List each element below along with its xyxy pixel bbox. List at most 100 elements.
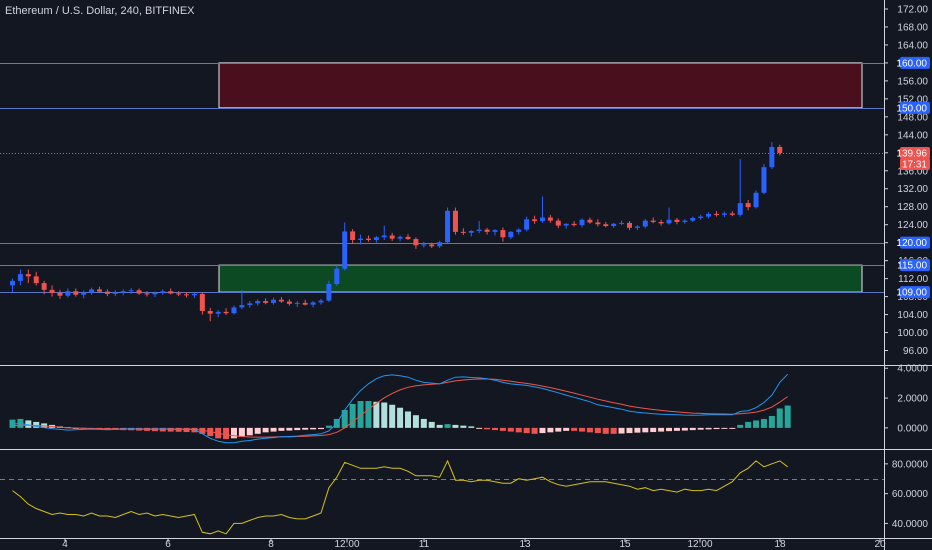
candle-body xyxy=(595,222,601,225)
candle-body xyxy=(563,223,569,226)
macd-histogram-bar xyxy=(523,427,530,434)
level-badge-bg xyxy=(900,56,930,69)
candle-body xyxy=(539,217,545,222)
candle-body xyxy=(365,238,371,240)
macd-histogram-bar xyxy=(357,401,364,428)
supply-zone xyxy=(218,62,863,109)
candle-body xyxy=(318,300,324,303)
candle-body xyxy=(41,283,47,290)
candle-body xyxy=(184,294,190,296)
candle-body xyxy=(484,229,490,232)
macd-histogram-bar xyxy=(159,427,166,432)
macd-histogram-bar xyxy=(317,427,324,430)
macd-histogram-bar xyxy=(405,411,411,428)
candle-body xyxy=(698,216,704,218)
price-tick-label: 148.00 xyxy=(897,112,928,123)
time-tick-label: 12:00 xyxy=(687,539,712,550)
macd-histogram-bar xyxy=(507,427,514,432)
candle-body xyxy=(104,291,110,294)
candle-body xyxy=(634,226,640,228)
candle-body xyxy=(492,230,498,232)
time-tick-label: 8 xyxy=(268,539,274,550)
level-badge-bg xyxy=(900,236,930,249)
candle-body xyxy=(17,274,23,281)
candle-body xyxy=(421,244,427,246)
candle-body xyxy=(476,229,482,231)
macd-histogram-bar xyxy=(673,427,680,431)
candle-body xyxy=(690,217,696,221)
candle-body xyxy=(271,299,277,303)
macd-histogram-bar xyxy=(25,420,32,428)
candle-body xyxy=(286,301,292,304)
candle-body xyxy=(160,291,166,293)
macd-tick-label: 0.0000 xyxy=(897,423,928,434)
macd-histogram-bar xyxy=(349,404,356,428)
time-tick-label: 11 xyxy=(419,539,430,550)
candle-body xyxy=(25,274,31,277)
candle-body xyxy=(729,213,735,215)
time-tick-label: 20 xyxy=(874,539,886,550)
candle-body xyxy=(706,213,712,217)
macd-histogram-bar xyxy=(547,427,554,433)
chart-title: Ethereum / U.S. Dollar, 240, BITFINEX xyxy=(5,5,195,17)
macd-histogram-bar xyxy=(412,415,419,428)
candle-body xyxy=(302,302,308,305)
macd-histogram-bar xyxy=(650,427,657,433)
candle-body xyxy=(89,289,95,293)
candle-body xyxy=(350,231,356,240)
macd-histogram-bar xyxy=(310,427,317,430)
time-tick-label: 12:00 xyxy=(334,539,359,550)
macd-histogram-bar xyxy=(223,427,230,440)
candle-body xyxy=(658,221,664,224)
candle-body xyxy=(239,305,245,308)
rsi-line xyxy=(12,459,788,535)
macd-histogram-bar xyxy=(602,427,609,434)
macd-histogram-bar xyxy=(397,407,404,428)
macd-tick-label: 4.0000 xyxy=(897,364,928,375)
price-tick-label: 124.00 xyxy=(897,220,928,231)
price-tick-label: 112.00 xyxy=(898,274,928,285)
time-tick-label: 4 xyxy=(62,539,68,550)
macd-histogram-bar xyxy=(325,425,332,428)
candle-body xyxy=(176,293,182,295)
candle-body xyxy=(168,291,174,294)
candle-body xyxy=(381,235,387,238)
candle-body xyxy=(120,291,126,293)
macd-histogram-bar xyxy=(389,404,396,428)
candle-body xyxy=(737,203,743,215)
level-badge: 150.00 xyxy=(896,103,927,114)
candle-body xyxy=(152,292,158,295)
macd-histogram-bar xyxy=(286,427,293,431)
price-tick-label: 172.00 xyxy=(897,4,928,15)
price-tick-label: 144.00 xyxy=(897,130,928,141)
rsi-tick-label: 80.0000 xyxy=(892,459,929,470)
candle-body xyxy=(769,146,775,168)
price-tick-label: 136.00 xyxy=(897,166,928,177)
macd-tick-label: 2.0000 xyxy=(897,394,928,405)
macd-histogram-bar xyxy=(373,401,380,428)
level-badge: 115.00 xyxy=(897,261,927,272)
candle-body xyxy=(231,307,237,314)
candle-body xyxy=(642,220,648,227)
macd-histogram-bar xyxy=(745,421,752,428)
macd-histogram-bar xyxy=(381,402,388,428)
level-badge-bg xyxy=(900,101,930,114)
candle-body xyxy=(310,302,316,305)
macd-histogram-bar xyxy=(760,418,767,428)
candle-body xyxy=(57,292,63,296)
price-tick-label: 164.00 xyxy=(897,40,928,51)
price-tick-label: 168.00 xyxy=(897,22,928,33)
macd-histogram-bar xyxy=(563,427,570,431)
macd-histogram-bar xyxy=(468,426,475,428)
price-tick-label: 104.00 xyxy=(897,310,928,321)
rsi-tick-label: 60.0000 xyxy=(892,489,929,500)
last-price-badge-bg xyxy=(900,146,930,159)
last-price-badge: 139.96 xyxy=(896,148,927,159)
candle-body xyxy=(294,302,300,304)
candle-body xyxy=(713,213,719,215)
macd-histogram-bar xyxy=(586,427,593,433)
macd-histogram-bar xyxy=(642,427,649,433)
macd-histogram-bar xyxy=(753,420,760,428)
macd-histogram-bar xyxy=(658,427,665,432)
